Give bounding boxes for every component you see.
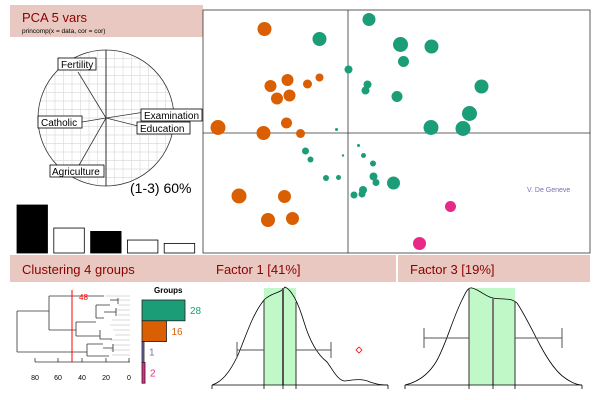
dendro-tick: 60	[54, 375, 62, 382]
correlation-circle: Fertility Examination Education Catholic…	[37, 49, 203, 196]
scatter-point-teal	[357, 144, 360, 147]
scatter-point-orange	[261, 213, 275, 227]
scatter-point-orange	[271, 92, 283, 105]
scatter-point-orange	[231, 188, 247, 204]
pca-subtitle: princomp(x = data, cor = cor)	[22, 28, 105, 35]
scatter-point-teal	[398, 56, 409, 67]
dendro-tick: 40	[78, 375, 86, 382]
scatter-point-teal	[361, 153, 366, 158]
eigen-bar	[90, 230, 122, 254]
group-count: 1	[149, 348, 155, 359]
eigenvalue-bars	[16, 204, 196, 254]
var-label-education: Education	[140, 124, 184, 135]
scatter-point-teal	[362, 13, 376, 26]
outlier-marker	[355, 346, 363, 354]
factor1-header	[203, 255, 396, 282]
scatter-plot: V. De Geneve	[202, 9, 591, 254]
scatter-point-orange	[264, 80, 277, 92]
scatter-point-teal	[358, 190, 366, 198]
scatter-point-teal	[462, 106, 477, 121]
scatter-point-teal	[423, 120, 439, 135]
scatter-point-orange	[283, 89, 296, 102]
scatter-point-orange	[256, 126, 271, 140]
factor3-title: Factor 3 [19%]	[410, 262, 495, 277]
dendro-tick: 80	[31, 375, 39, 382]
factor3-header	[398, 255, 590, 282]
pca-header	[10, 5, 203, 37]
scatter-point-orange	[296, 129, 305, 138]
scatter-point-orange	[281, 74, 294, 86]
scatter-point-orange	[281, 117, 292, 129]
scatter-point-teal	[369, 172, 378, 181]
scatter-point-orange	[303, 79, 312, 89]
eigen-bar	[16, 204, 48, 254]
variance-label: (1-3) 60%	[130, 180, 191, 196]
scatter-point-teal	[335, 128, 338, 131]
factor1-density	[211, 286, 389, 389]
scatter-point-teal	[341, 154, 345, 157]
scatter-point-teal	[307, 156, 314, 163]
group-bar	[141, 361, 146, 384]
dendro-tick: 0	[127, 375, 131, 382]
scatter-point-teal	[391, 91, 403, 102]
scatter-point-orange	[286, 212, 299, 225]
scatter-point-teal	[323, 175, 329, 181]
group-count: 2	[150, 368, 156, 379]
scatter-point-teal	[455, 121, 471, 136]
scatter-point-teal	[350, 191, 358, 199]
dendro-tick: 20	[102, 375, 110, 382]
factor3-density	[404, 287, 583, 389]
var-label-examination: Examination	[144, 111, 199, 122]
groups-title: Groups	[154, 286, 183, 295]
scatter-point-teal	[302, 147, 309, 155]
scatter-point-teal	[361, 86, 370, 95]
scatter-point-teal	[387, 176, 400, 190]
scatter-point-teal	[336, 175, 341, 180]
scatter-point-teal	[344, 65, 353, 74]
group-count: 16	[172, 327, 184, 338]
cut-height-label: 48	[79, 293, 88, 302]
clustering-header	[10, 255, 203, 282]
scatter-point-orange	[257, 22, 272, 36]
group-size-bars: 28 16 1 2	[141, 299, 202, 384]
eigen-bar	[53, 227, 85, 254]
scatter-point-pink	[445, 201, 456, 212]
scatter-point-orange	[210, 120, 226, 135]
group-count: 28	[190, 306, 202, 317]
clustering-title: Clustering 4 groups	[22, 262, 135, 277]
scatter-point-pink	[413, 237, 426, 250]
scatter-point-orange	[278, 190, 291, 203]
eigen-bar	[127, 239, 159, 254]
eigen-bar	[163, 242, 196, 254]
point-annotation: V. De Geneve	[527, 187, 570, 194]
scatter-point-teal	[370, 160, 376, 167]
factor1-title: Factor 1 [41%]	[216, 262, 301, 277]
pca-title: PCA 5 vars	[22, 10, 88, 25]
scatter-point-orange	[315, 73, 324, 82]
scatter-point-teal	[424, 39, 439, 54]
group-bar	[141, 299, 186, 322]
group-bar	[141, 320, 167, 342]
scatter-point-teal	[312, 32, 327, 46]
group-bar	[141, 341, 145, 363]
scatter-point-teal	[474, 79, 489, 94]
var-label-catholic: Catholic	[41, 118, 77, 129]
var-label-agriculture: Agriculture	[52, 167, 100, 178]
var-label-fertility: Fertility	[61, 60, 93, 71]
dendrogram: 48 80 60 40 20 0	[16, 290, 131, 382]
scatter-point-teal	[393, 37, 408, 52]
scatter-point-teal	[372, 179, 380, 186]
